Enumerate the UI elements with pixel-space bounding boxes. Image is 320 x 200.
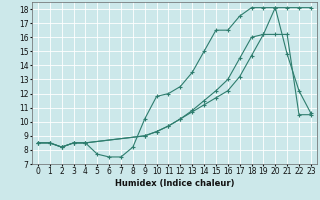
X-axis label: Humidex (Indice chaleur): Humidex (Indice chaleur) <box>115 179 234 188</box>
